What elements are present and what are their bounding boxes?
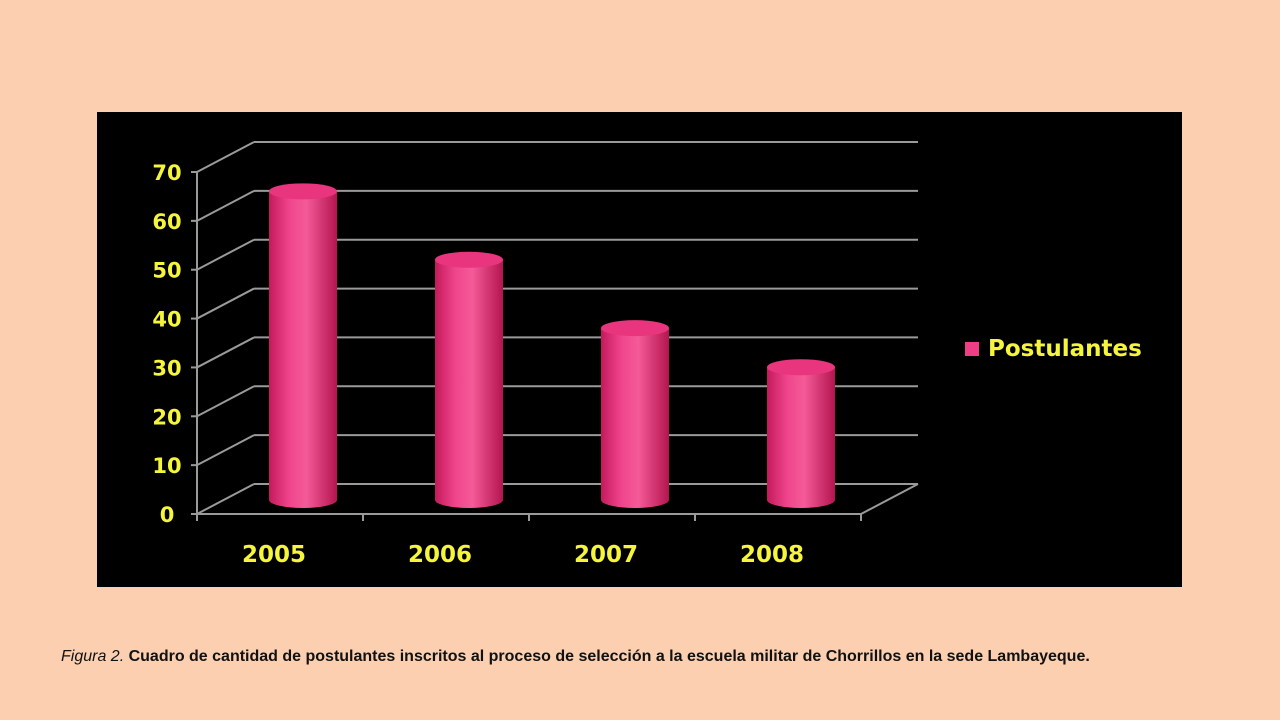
- y-tick-label: 30: [152, 356, 181, 380]
- gridline-side: [196, 434, 255, 467]
- bar: [269, 183, 337, 509]
- y-tick-label: 50: [152, 259, 181, 283]
- bar-chart: 0 10 20 30 40 50 60 70 2005 2006 2007 2008: [152, 141, 919, 568]
- bar: [435, 251, 503, 508]
- caption-text: Cuadro de cantidad de postulantes inscri…: [124, 648, 1090, 665]
- x-tick-label: 2006: [408, 542, 472, 568]
- x-tick-label: 2005: [242, 542, 306, 568]
- bar-body: [435, 259, 503, 508]
- bar-body: [601, 328, 669, 508]
- gridline-side: [196, 385, 255, 418]
- floor-edge: [860, 483, 919, 515]
- y-tick-label: 0: [160, 503, 175, 527]
- bar: [767, 359, 835, 508]
- bar-body: [269, 191, 337, 509]
- figure-caption: Figura 2. Cuadro de cantidad de postulan…: [61, 647, 1221, 667]
- chart-panel: 0 10 20 30 40 50 60 70 2005 2006 2007 2008 Postulan…: [97, 112, 1182, 587]
- legend-swatch: [965, 342, 979, 356]
- gridline-side: [196, 287, 255, 320]
- y-tick-label: 70: [152, 161, 181, 185]
- legend: Postulantes: [965, 336, 1142, 362]
- gridline-side: [196, 483, 255, 515]
- x-tick-label: 2007: [574, 542, 638, 568]
- gridline-side: [196, 141, 255, 173]
- bar-top: [767, 359, 835, 376]
- y-tick-label: 60: [152, 210, 181, 234]
- y-tick-label: 20: [152, 405, 181, 429]
- y-tick-label: 10: [152, 454, 181, 478]
- gridline-side: [196, 189, 255, 222]
- bar-top: [435, 251, 503, 268]
- bar-top: [601, 320, 669, 337]
- gridline-side: [196, 336, 255, 369]
- gridline-side: [196, 238, 255, 271]
- bar: [601, 320, 669, 508]
- legend-label: Postulantes: [988, 336, 1142, 362]
- bar-top: [269, 183, 337, 200]
- caption-prefix: Figura 2.: [61, 648, 125, 665]
- bar-body: [767, 367, 835, 508]
- x-tick-label: 2008: [740, 542, 804, 568]
- y-tick-label: 40: [152, 308, 181, 332]
